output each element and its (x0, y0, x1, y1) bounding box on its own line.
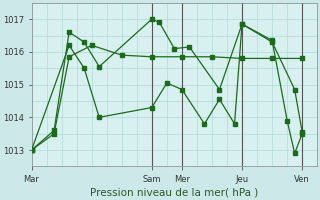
X-axis label: Pression niveau de la mer( hPa ): Pression niveau de la mer( hPa ) (90, 187, 259, 197)
